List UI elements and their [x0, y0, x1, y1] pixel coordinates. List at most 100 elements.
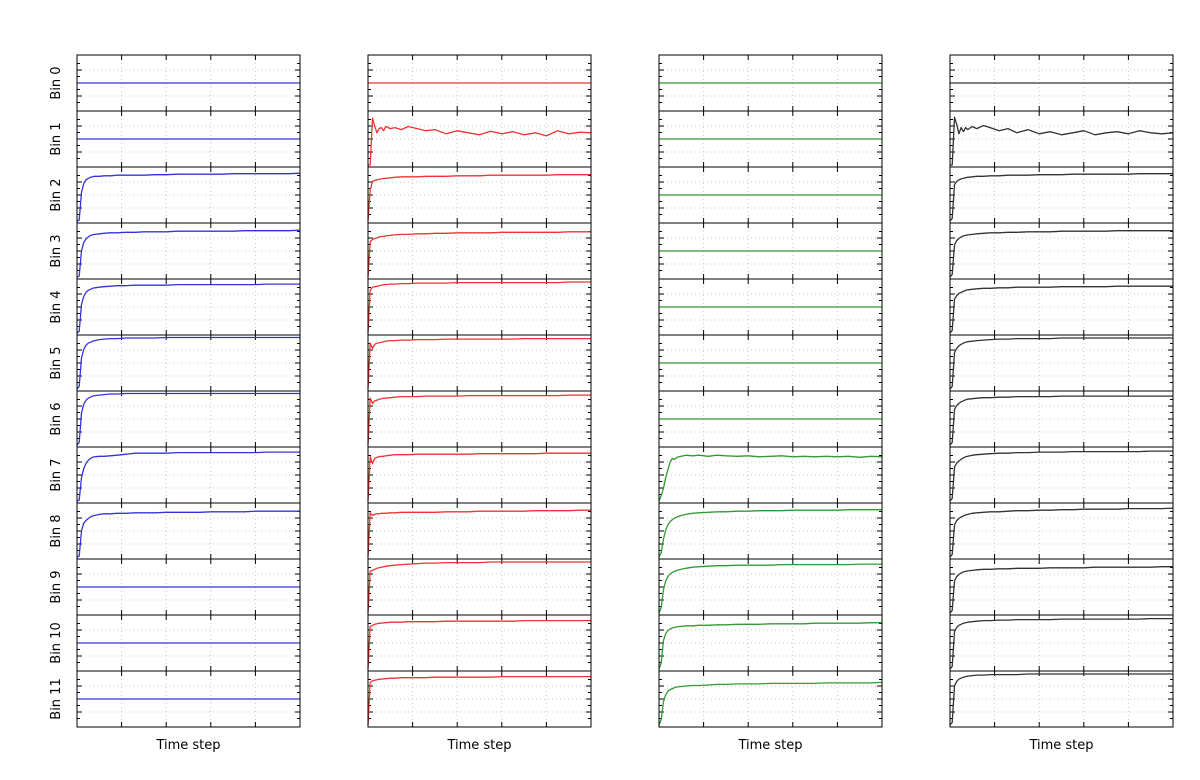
- series-line-col3-bin-11: [949, 673, 1173, 726]
- series-line-col3-bin-6: [949, 395, 1173, 446]
- y-axis-label-bin-7: Bin 7: [49, 458, 64, 491]
- panel-frame: [76, 334, 301, 392]
- panel-col0-row8: [76, 502, 301, 560]
- panel-col1-row8: [367, 502, 592, 560]
- series-line-col3-bin-1: [950, 116, 1174, 166]
- series-line-col1-bin-3: [367, 231, 591, 278]
- y-axis-label-bin-9: Bin 9: [49, 570, 64, 603]
- panel-col3-row4: [949, 278, 1174, 336]
- series-line-col0-bin-5: [76, 336, 300, 390]
- panel-col0-row5: [76, 334, 301, 392]
- panel-col2-row6: [658, 390, 883, 448]
- panel-col2-row0: [658, 54, 883, 112]
- panel-col0-row9: [76, 558, 301, 616]
- series-line-col2-bin-9: [658, 563, 882, 614]
- series-line-col3-bin-5: [949, 337, 1173, 390]
- panel-col3-row10: [949, 614, 1174, 672]
- panel-col3-row5: [949, 334, 1174, 392]
- panel-col3-row6: [949, 390, 1174, 448]
- panel-frame: [367, 334, 592, 392]
- panel-col2-row1: [658, 110, 883, 168]
- panel-col0-row2: [76, 166, 301, 224]
- panel-col0-row1: [76, 110, 301, 168]
- panel-col0-row0: [76, 54, 301, 112]
- chart-column-2: [658, 54, 883, 728]
- series-line-col1-bin-1: [368, 117, 592, 166]
- series-line-col0-bin-4: [76, 283, 300, 334]
- x-axis-label: Time step: [737, 738, 802, 753]
- panel-col0-row11: [76, 670, 301, 728]
- series-line-col1-bin-6: [367, 394, 591, 446]
- panel-col2-row2: [658, 166, 883, 224]
- panel-frame: [949, 614, 1174, 672]
- panel-col2-row8: [658, 502, 883, 560]
- chart-column-3: [949, 54, 1174, 728]
- panel-frame: [949, 166, 1174, 224]
- panel-col3-row3: [949, 222, 1174, 280]
- panel-col3-row7: [949, 446, 1174, 504]
- y-axis-label-bin-10: Bin 10: [49, 622, 64, 663]
- y-axis-label-bin-8: Bin 8: [49, 514, 64, 547]
- panel-frame: [367, 614, 592, 672]
- panel-col1-row2: [367, 166, 592, 224]
- y-axis-label-bin-5: Bin 5: [49, 346, 64, 379]
- series-line-col2-bin-11: [658, 681, 883, 726]
- panel-col2-row3: [658, 222, 883, 280]
- panel-col1-row5: [367, 334, 592, 392]
- series-line-col3-bin-9: [949, 566, 1173, 614]
- panels-layer: [76, 54, 1174, 728]
- panel-col1-row10: [367, 614, 592, 672]
- panel-frame: [949, 278, 1174, 336]
- series-line-col1-bin-2: [367, 174, 591, 222]
- panel-frame: [949, 446, 1174, 504]
- y-axis-label-bin-2: Bin 2: [49, 178, 64, 211]
- panel-frame: [76, 670, 301, 728]
- series-line-col3-bin-4: [949, 285, 1173, 334]
- series-line-col1-bin-7: [367, 452, 591, 502]
- series-line-col3-bin-8: [949, 507, 1174, 558]
- y-axis-label-bin-0: Bin 0: [49, 66, 64, 99]
- chart-column-1: [367, 54, 592, 728]
- series-line-col0-bin-3: [76, 229, 301, 278]
- series-line-col0-bin-2: [76, 172, 301, 222]
- series-line-col1-bin-10: [367, 619, 591, 670]
- panel-col0-row6: [76, 390, 301, 448]
- series-line-col0-bin-8: [76, 510, 300, 558]
- panel-col2-row11: [658, 670, 883, 728]
- panel-col3-row1: [949, 110, 1174, 168]
- panel-frame: [76, 278, 301, 336]
- panel-col1-row0: [367, 54, 592, 112]
- panel-frame: [949, 110, 1174, 168]
- panel-col2-row5: [658, 334, 883, 392]
- panel-col1-row7: [367, 446, 592, 504]
- y-axis-label-bin-4: Bin 4: [49, 290, 64, 323]
- series-line-col0-bin-7: [76, 451, 300, 502]
- panel-frame: [658, 670, 883, 728]
- panel-col3-row0: [949, 54, 1174, 112]
- series-line-col3-bin-2: [949, 173, 1173, 222]
- panel-col2-row4: [658, 278, 883, 336]
- series-line-col3-bin-10: [949, 617, 1173, 670]
- panel-frame: [367, 222, 592, 280]
- x-axis-label: Time step: [446, 738, 511, 753]
- series-line-col1-bin-4: [367, 281, 591, 334]
- panel-frame: [367, 110, 592, 168]
- panel-col3-row11: [949, 670, 1174, 728]
- panel-frame: [658, 502, 883, 560]
- labels-layer: Time step Time step Time step Time step Bin …: [49, 66, 1094, 753]
- series-line-col2-bin-10: [658, 622, 882, 670]
- series-line-col1-bin-5: [367, 337, 591, 390]
- panel-col3-row9: [949, 558, 1174, 616]
- panel-frame: [367, 278, 592, 336]
- panel-frame: [367, 558, 592, 616]
- y-axis-label-bin-6: Bin 6: [49, 402, 64, 435]
- series-line-col2-bin-8: [658, 509, 882, 558]
- series-line-col0-bin-6: [76, 392, 300, 446]
- chart-column-0: [76, 54, 301, 728]
- panel-col2-row9: [658, 558, 883, 616]
- panel-col2-row10: [658, 614, 883, 672]
- panel-frame: [949, 334, 1174, 392]
- series-line-col3-bin-7: [949, 450, 1173, 502]
- panel-col1-row3: [367, 222, 592, 280]
- panel-col0-row3: [76, 222, 301, 280]
